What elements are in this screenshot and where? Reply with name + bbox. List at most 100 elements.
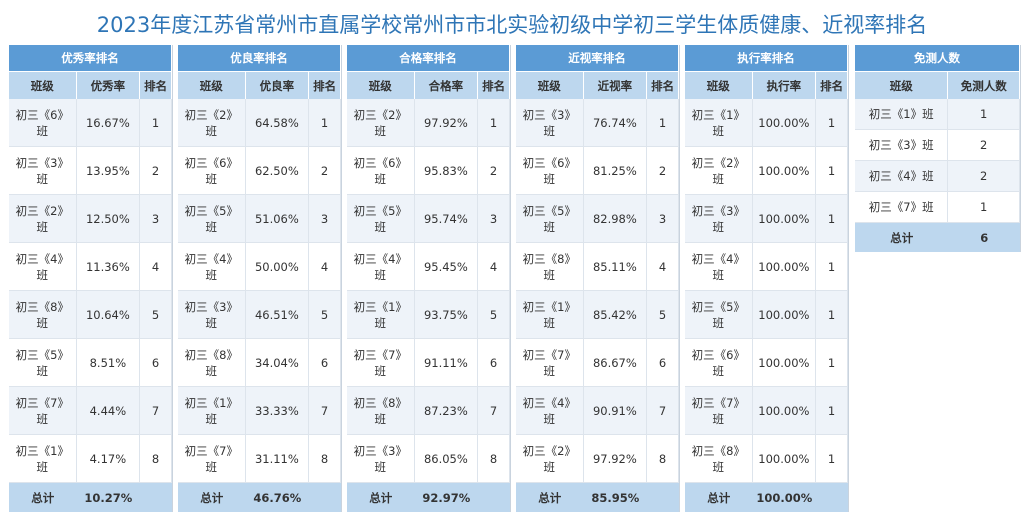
rank-cell: 6 <box>309 339 341 387</box>
rank-cell: 1 <box>816 387 848 435</box>
rate-cell: 97.92% <box>414 99 479 147</box>
count-cell: 2 <box>948 161 1020 192</box>
class-cell: 初三《6》班 <box>178 147 246 195</box>
rank-cell: 5 <box>478 291 510 339</box>
table-row: 初三《6》班 62.50% 2 <box>178 147 341 195</box>
class-cell: 初三《4》班 <box>347 243 415 291</box>
class-cell: 初三《6》班 <box>347 147 415 195</box>
rate-cell: 100.00% <box>752 291 817 339</box>
rank-cell: 3 <box>140 195 172 243</box>
rate-cell: 31.11% <box>245 435 310 483</box>
rate-cell: 100.00% <box>752 243 817 291</box>
class-cell: 初三《3》班 <box>685 195 753 243</box>
class-cell: 初三《8》班 <box>516 243 584 291</box>
pass-rate-header: 合格率排名 <box>347 45 510 71</box>
class-cell: 初三《7》班 <box>516 339 584 387</box>
rank-cell: 1 <box>647 99 679 147</box>
table-row: 初三《4》班 100.00% 1 <box>685 243 848 291</box>
table-row: 初三《5》班 82.98% 3 <box>516 195 679 243</box>
execution-rate-header: 执行率排名 <box>685 45 848 71</box>
total-label: 总计 <box>369 490 393 505</box>
column-header: 免测人数 <box>948 71 1020 99</box>
table-row: 初三《2》班 97.92% 1 <box>347 99 510 147</box>
table-row: 初三《5》班 95.74% 3 <box>347 195 510 243</box>
rank-cell: 2 <box>647 147 679 195</box>
rank-cell: 8 <box>647 435 679 483</box>
table-row: 初三《3》班 100.00% 1 <box>685 195 848 243</box>
class-cell: 初三《2》班 <box>347 99 415 147</box>
total-value: 100.00% <box>756 490 813 505</box>
class-cell: 初三《3》班 <box>178 291 246 339</box>
rank-cell: 1 <box>816 339 848 387</box>
total-label: 总计 <box>538 490 562 505</box>
total-row: 总计 85.95% <box>516 483 679 512</box>
class-cell: 初三《7》班 <box>855 192 949 223</box>
column-header: 合格率 <box>414 71 479 99</box>
table-row: 初三《8》班 85.11% 4 <box>516 243 679 291</box>
rank-cell: 8 <box>309 435 341 483</box>
table-row: 初三《2》班 100.00% 1 <box>685 147 848 195</box>
rate-cell: 4.17% <box>76 435 141 483</box>
rate-cell: 82.98% <box>583 195 648 243</box>
rate-cell: 76.74% <box>583 99 648 147</box>
class-cell: 初三《8》班 <box>178 339 246 387</box>
total-label: 总计 <box>707 490 731 505</box>
class-cell: 初三《8》班 <box>685 435 753 483</box>
rate-cell: 95.83% <box>414 147 479 195</box>
table-row: 初三《8》班 10.64% 5 <box>9 291 172 339</box>
rate-cell: 8.51% <box>76 339 141 387</box>
rank-cell: 3 <box>309 195 341 243</box>
table-row: 初三《6》班 95.83% 2 <box>347 147 510 195</box>
table-row: 初三《3》班 46.51% 5 <box>178 291 341 339</box>
class-cell: 初三《6》班 <box>9 99 77 147</box>
class-cell: 初三《3》班 <box>9 147 77 195</box>
rank-cell: 2 <box>478 147 510 195</box>
total-row: 总计 92.97% <box>347 483 510 512</box>
column-header: 班级 <box>178 71 246 99</box>
column-header: 排名 <box>478 71 510 99</box>
rank-cell: 5 <box>140 291 172 339</box>
table-row: 初三《3》班 76.74% 1 <box>516 99 679 147</box>
class-cell: 初三《1》班 <box>9 435 77 483</box>
total-value: 85.95% <box>591 490 640 505</box>
total-empty <box>140 483 172 512</box>
rate-cell: 100.00% <box>752 195 817 243</box>
column-header-row: 班级 优良率 排名 <box>178 71 341 99</box>
rank-cell: 6 <box>647 339 679 387</box>
column-header: 班级 <box>855 71 949 99</box>
column-header: 排名 <box>816 71 848 99</box>
column-header: 执行率 <box>752 71 817 99</box>
rank-cell: 1 <box>816 243 848 291</box>
column-header: 排名 <box>309 71 341 99</box>
rate-cell: 81.25% <box>583 147 648 195</box>
rate-cell: 51.06% <box>245 195 310 243</box>
table-row: 初三《5》班 51.06% 3 <box>178 195 341 243</box>
myopia-rate-table: 近视率排名 班级 近视率 排名 初三《3》班 76.74% 1 初三《6》班 81.25% 2 初三… <box>516 45 680 512</box>
rank-cell: 1 <box>816 291 848 339</box>
rate-cell: 34.04% <box>245 339 310 387</box>
total-row: 总计 46.76% <box>178 483 341 512</box>
myopia-rate-header: 近视率排名 <box>516 45 679 71</box>
class-cell: 初三《1》班 <box>855 99 949 130</box>
class-cell: 初三《7》班 <box>685 387 753 435</box>
total-empty <box>816 483 848 512</box>
excellent-rate-table: 优秀率排名 班级 优秀率 排名 初三《6》班 16.67% 1 初三《3》班 13.95% 2 初三… <box>9 45 173 512</box>
rate-cell: 85.11% <box>583 243 648 291</box>
table-row: 初三《4》班 50.00% 4 <box>178 243 341 291</box>
table-row: 初三《1》班 1 <box>855 99 1020 130</box>
column-header-row: 班级 执行率 排名 <box>685 71 848 99</box>
column-header-row: 班级 合格率 排名 <box>347 71 510 99</box>
table-row: 初三《1》班 93.75% 5 <box>347 291 510 339</box>
rank-cell: 1 <box>478 99 510 147</box>
total-value: 46.76% <box>253 490 302 505</box>
rate-cell: 100.00% <box>752 339 817 387</box>
total-row: 总计 6 <box>855 223 1020 252</box>
rate-cell: 93.75% <box>414 291 479 339</box>
class-cell: 初三《1》班 <box>178 387 246 435</box>
rate-cell: 4.44% <box>76 387 141 435</box>
table-row: 初三《4》班 95.45% 4 <box>347 243 510 291</box>
table-row: 初三《4》班 2 <box>855 161 1020 192</box>
table-row: 初三《7》班 100.00% 1 <box>685 387 848 435</box>
table-row: 初三《7》班 31.11% 8 <box>178 435 341 483</box>
total-row: 总计 100.00% <box>685 483 848 512</box>
